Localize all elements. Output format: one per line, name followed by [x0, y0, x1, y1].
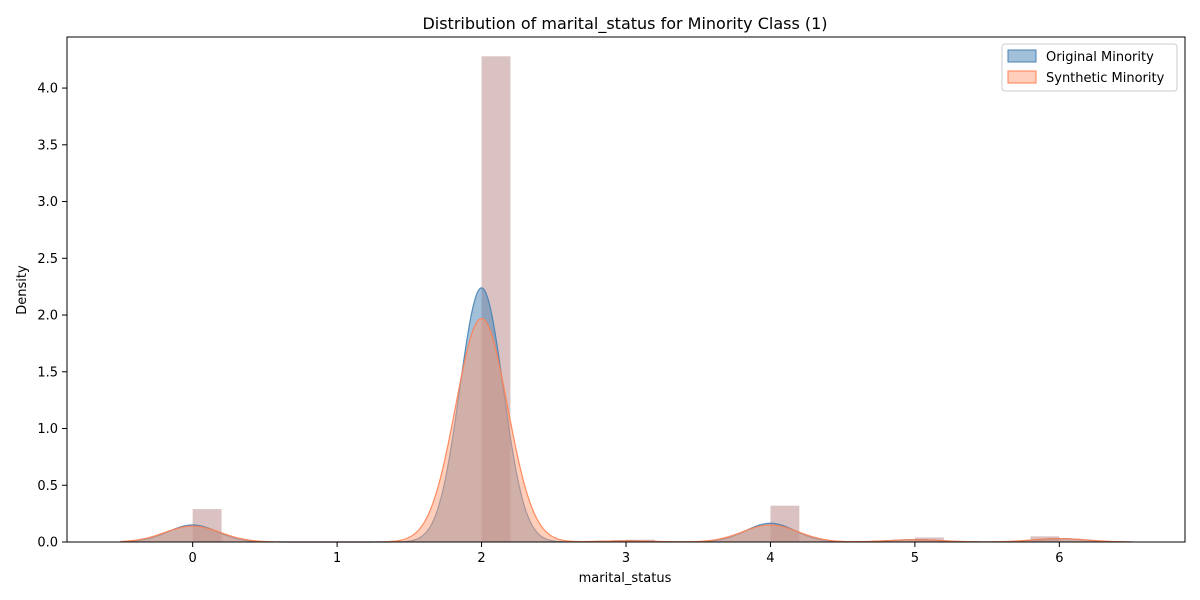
x-tick-label: 3 — [622, 551, 630, 566]
chart-title: Distribution of marital_status for Minor… — [422, 14, 827, 34]
x-tick-label: 1 — [333, 551, 341, 566]
x-tick-label: 5 — [911, 551, 919, 566]
legend-swatch-original — [1007, 49, 1037, 63]
y-tick-label: 0.0 — [37, 536, 58, 551]
legend: Original Minority Synthetic Minority — [1001, 43, 1178, 92]
y-tick-label: 1.0 — [37, 422, 58, 437]
x-tick-label: 0 — [189, 551, 197, 566]
legend-swatch-synthetic — [1007, 70, 1037, 84]
y-tick-label: 2.0 — [37, 309, 58, 324]
x-axis-label: marital_status — [579, 571, 672, 586]
y-tick-label: 1.5 — [37, 365, 58, 380]
x-tick-label: 4 — [766, 551, 774, 566]
legend-label-original: Original Minority — [1046, 50, 1154, 65]
x-tick-label: 2 — [477, 551, 485, 566]
y-tick-label: 0.5 — [37, 479, 58, 494]
y-tick-label: 4.0 — [37, 82, 58, 97]
x-tick-label: 6 — [1055, 551, 1063, 566]
y-axis-label: Density — [15, 265, 30, 315]
legend-box — [1001, 43, 1178, 92]
y-axis: 0.0 0.5 1.0 1.5 2.0 2.5 3.0 3.5 4.0 — [37, 82, 67, 551]
x-axis: 0 1 2 3 4 5 6 — [189, 542, 1063, 566]
y-tick-label: 3.5 — [37, 138, 58, 153]
y-tick-label: 3.0 — [37, 195, 58, 210]
legend-label-synthetic: Synthetic Minority — [1046, 71, 1165, 86]
y-tick-label: 2.5 — [37, 252, 58, 267]
